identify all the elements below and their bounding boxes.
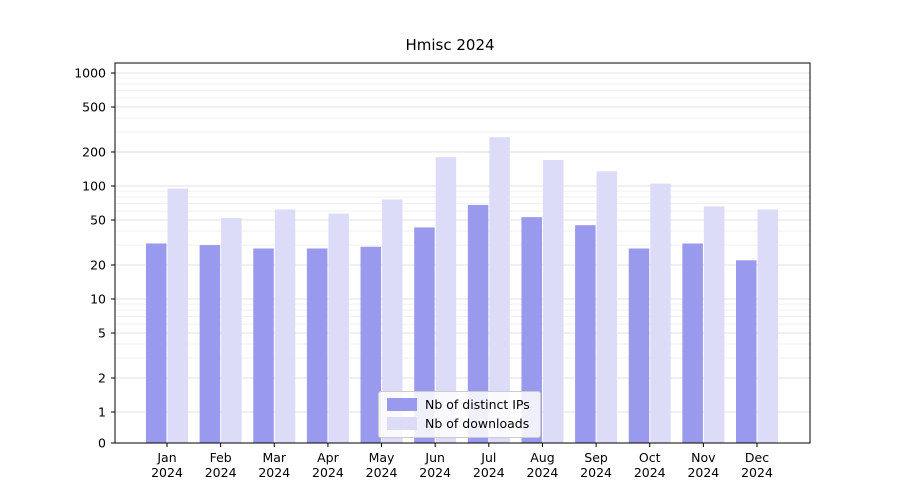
x-tick-label-month: Jan — [156, 450, 176, 465]
x-tick-label-year: 2024 — [258, 465, 290, 480]
bar-downloads-nov — [703, 206, 725, 443]
bar-downloads-aug — [542, 159, 564, 443]
bar-distinct-ips-aug — [521, 217, 542, 443]
bar-distinct-ips-jan — [146, 243, 167, 443]
x-tick-label-year: 2024 — [366, 465, 398, 480]
bar-downloads-feb — [221, 218, 242, 443]
x-tick-label-month: Dec — [745, 450, 769, 465]
bar-downloads-jun — [435, 157, 457, 443]
legend-label-distinct-ips: Nb of distinct IPs — [425, 397, 530, 412]
x-tick-label-month: Aug — [530, 450, 554, 465]
x-tick-label-year: 2024 — [312, 465, 344, 480]
y-tick-label: 1000 — [74, 66, 106, 81]
x-tick-label-month: Nov — [691, 450, 716, 465]
x-tick-label-year: 2024 — [687, 465, 719, 480]
bar-distinct-ips-mar — [253, 248, 274, 443]
x-tick-label-month: Feb — [210, 450, 232, 465]
x-tick-label-month: May — [369, 450, 395, 465]
bar-distinct-ips-jul — [467, 204, 489, 443]
bar-distinct-ips-may — [360, 246, 382, 443]
legend-swatch-distinct-ips — [387, 398, 417, 411]
bar-downloads-oct — [650, 183, 671, 444]
legend-swatch-downloads — [387, 417, 417, 430]
y-tick-label: 100 — [82, 179, 106, 194]
x-tick-label-month: Oct — [639, 450, 661, 465]
y-tick-label: 0 — [98, 436, 106, 451]
y-tick-label: 1 — [98, 405, 106, 420]
x-tick-label-month: Mar — [262, 450, 286, 465]
bar-distinct-ips-dec — [736, 260, 757, 443]
y-tick-label: 20 — [90, 257, 106, 272]
x-tick-label-month: Jul — [480, 450, 496, 465]
y-tick-label: 5 — [98, 326, 106, 341]
bar-distinct-ips-sep — [575, 225, 596, 443]
bar-distinct-ips-jun — [414, 227, 435, 443]
bar-distinct-ips-feb — [199, 245, 221, 443]
bar-downloads-dec — [757, 209, 778, 443]
x-tick-label-year: 2024 — [473, 465, 505, 480]
bar-distinct-ips-apr — [306, 248, 328, 443]
legend: Nb of distinct IPs Nb of downloads — [378, 391, 541, 438]
legend-item-distinct-ips: Nb of distinct IPs — [387, 397, 530, 412]
plot-border — [114, 62, 811, 444]
x-tick-label-month: Apr — [317, 450, 339, 465]
x-tick-label-year: 2024 — [580, 465, 612, 480]
bar-downloads-mar — [274, 209, 296, 443]
y-tick-label: 200 — [82, 144, 106, 159]
bar-downloads-jan — [167, 188, 188, 443]
y-tick-label: 500 — [82, 100, 106, 115]
legend-item-downloads: Nb of downloads — [387, 416, 530, 431]
x-tick-label-year: 2024 — [419, 465, 451, 480]
x-tick-label-year: 2024 — [205, 465, 237, 480]
chart-title: Hmisc 2024 — [405, 36, 495, 54]
x-tick-label-year: 2024 — [741, 465, 773, 480]
bar-downloads-sep — [596, 171, 618, 443]
legend-label-downloads: Nb of downloads — [425, 416, 530, 431]
bar-distinct-ips-nov — [682, 243, 703, 443]
y-tick-label: 2 — [98, 370, 106, 385]
y-tick-label: 50 — [90, 213, 106, 228]
x-tick-label-month: Jun — [424, 450, 445, 465]
x-tick-label-year: 2024 — [527, 465, 559, 480]
bar-distinct-ips-oct — [628, 248, 650, 443]
y-tick-label: 10 — [90, 292, 106, 307]
x-tick-label-year: 2024 — [634, 465, 666, 480]
x-tick-label-year: 2024 — [151, 465, 183, 480]
bar-downloads-apr — [328, 213, 349, 443]
bar-downloads-may — [382, 199, 403, 443]
bar-downloads-jul — [489, 137, 510, 443]
x-tick-label-month: Sep — [584, 450, 608, 465]
